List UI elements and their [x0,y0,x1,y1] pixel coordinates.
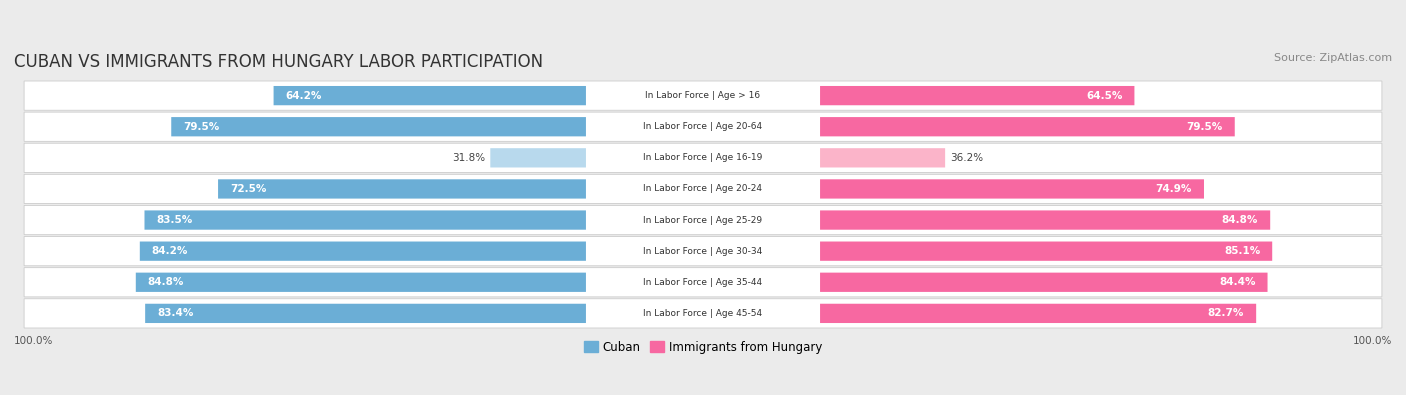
Text: In Labor Force | Age 35-44: In Labor Force | Age 35-44 [644,278,762,287]
Text: 31.8%: 31.8% [451,153,485,163]
FancyBboxPatch shape [145,304,586,323]
FancyBboxPatch shape [172,117,586,136]
Text: 84.8%: 84.8% [1222,215,1258,225]
Text: Source: ZipAtlas.com: Source: ZipAtlas.com [1274,53,1392,63]
Text: 64.5%: 64.5% [1085,90,1122,101]
FancyBboxPatch shape [145,211,586,230]
FancyBboxPatch shape [24,81,1382,110]
FancyBboxPatch shape [491,148,586,167]
FancyBboxPatch shape [820,117,1234,136]
Text: In Labor Force | Age 25-29: In Labor Force | Age 25-29 [644,216,762,224]
Text: 84.8%: 84.8% [148,277,184,287]
Text: 72.5%: 72.5% [231,184,267,194]
Text: CUBAN VS IMMIGRANTS FROM HUNGARY LABOR PARTICIPATION: CUBAN VS IMMIGRANTS FROM HUNGARY LABOR P… [14,53,543,71]
Text: 84.2%: 84.2% [152,246,188,256]
FancyBboxPatch shape [24,268,1382,297]
Text: In Labor Force | Age 45-54: In Labor Force | Age 45-54 [644,309,762,318]
FancyBboxPatch shape [820,148,945,167]
FancyBboxPatch shape [24,299,1382,328]
FancyBboxPatch shape [24,143,1382,173]
Text: 83.4%: 83.4% [157,308,194,318]
FancyBboxPatch shape [24,174,1382,203]
FancyBboxPatch shape [24,237,1382,266]
Text: 83.5%: 83.5% [156,215,193,225]
Text: 85.1%: 85.1% [1223,246,1260,256]
FancyBboxPatch shape [274,86,586,105]
Text: 100.0%: 100.0% [1353,336,1392,346]
Text: 82.7%: 82.7% [1208,308,1244,318]
Text: 79.5%: 79.5% [1187,122,1223,132]
FancyBboxPatch shape [820,179,1204,199]
FancyBboxPatch shape [136,273,586,292]
Text: 79.5%: 79.5% [183,122,219,132]
Legend: Cuban, Immigrants from Hungary: Cuban, Immigrants from Hungary [583,341,823,354]
Text: 64.2%: 64.2% [285,90,322,101]
FancyBboxPatch shape [820,241,1272,261]
Text: 74.9%: 74.9% [1156,184,1192,194]
Text: In Labor Force | Age 16-19: In Labor Force | Age 16-19 [644,153,762,162]
FancyBboxPatch shape [218,179,586,199]
Text: 36.2%: 36.2% [950,153,984,163]
Text: 100.0%: 100.0% [14,336,53,346]
FancyBboxPatch shape [24,205,1382,235]
Text: In Labor Force | Age 30-34: In Labor Force | Age 30-34 [644,246,762,256]
FancyBboxPatch shape [820,211,1270,230]
Text: In Labor Force | Age 20-64: In Labor Force | Age 20-64 [644,122,762,131]
Text: 84.4%: 84.4% [1219,277,1256,287]
FancyBboxPatch shape [820,273,1268,292]
Text: In Labor Force | Age > 16: In Labor Force | Age > 16 [645,91,761,100]
FancyBboxPatch shape [24,112,1382,141]
FancyBboxPatch shape [820,86,1135,105]
Text: In Labor Force | Age 20-24: In Labor Force | Age 20-24 [644,184,762,194]
FancyBboxPatch shape [139,241,586,261]
FancyBboxPatch shape [820,304,1256,323]
